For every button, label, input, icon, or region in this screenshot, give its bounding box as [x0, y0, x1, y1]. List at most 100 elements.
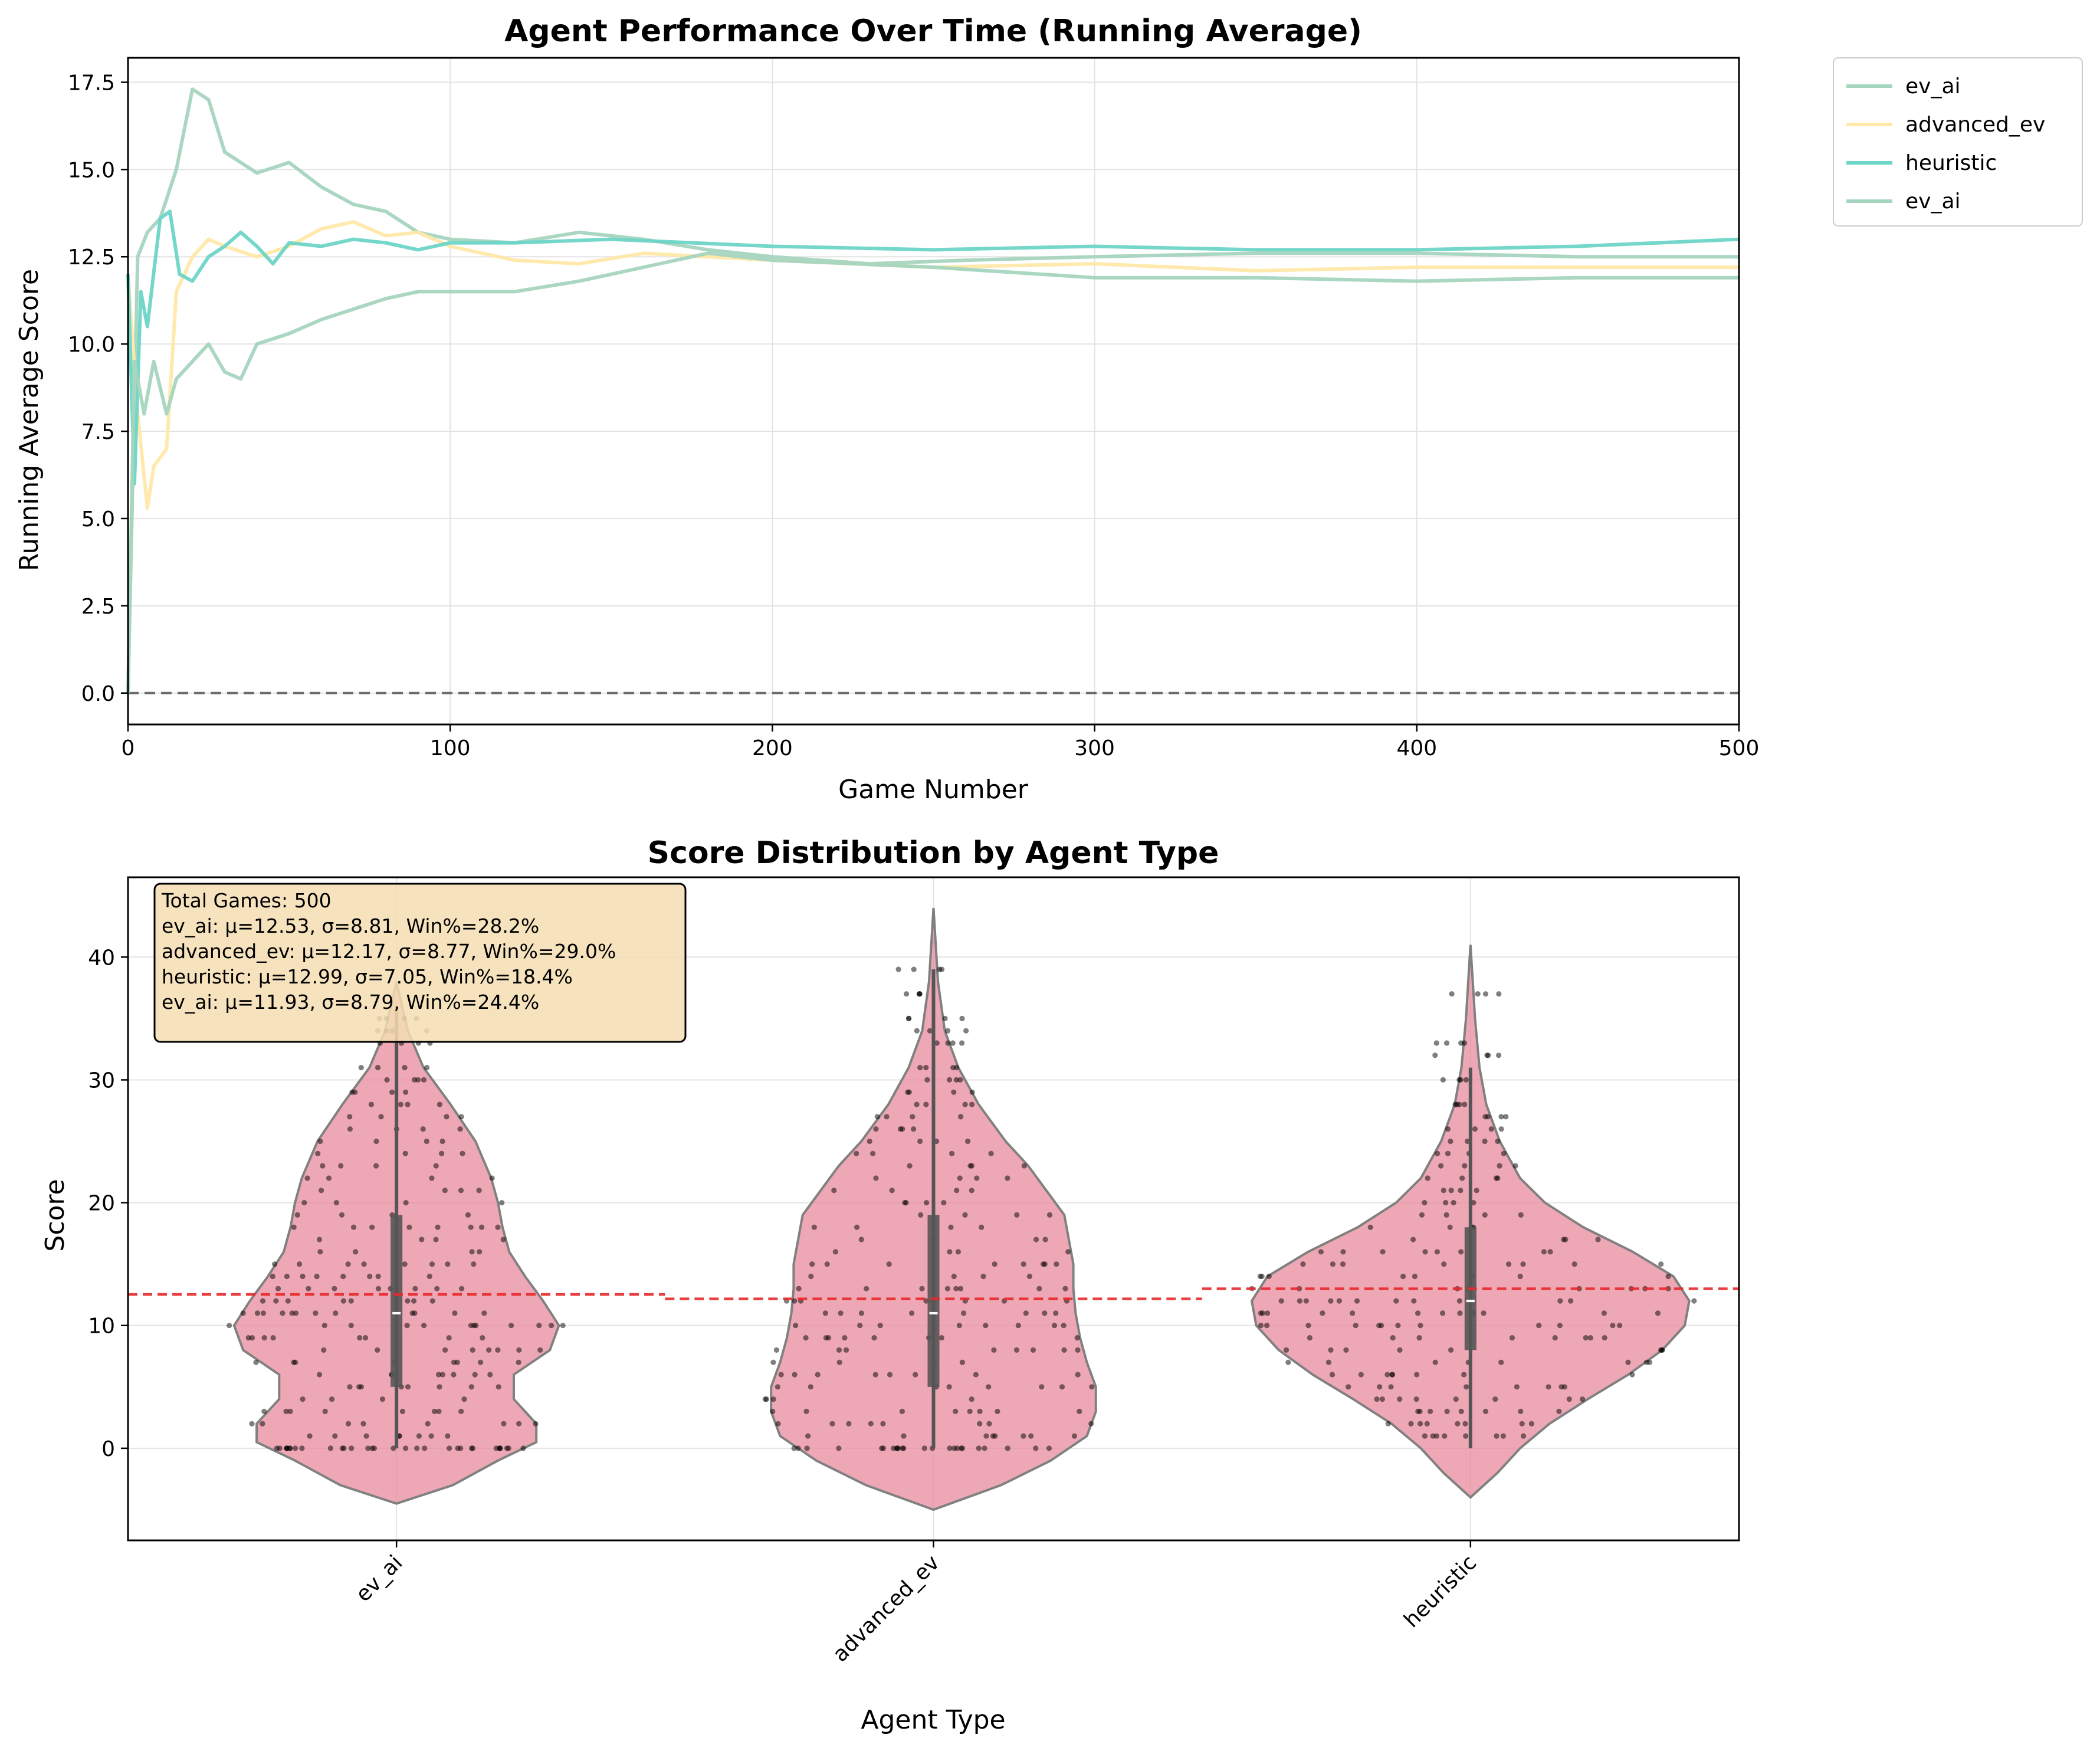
data-point: [280, 1310, 286, 1316]
data-point: [976, 1445, 982, 1451]
data-point: [433, 1237, 439, 1242]
data-point: [1456, 1101, 1462, 1107]
top-y-tick-label: 7.5: [81, 420, 115, 444]
data-point: [1379, 1396, 1385, 1402]
data-point: [924, 1077, 930, 1083]
data-point: [1385, 1421, 1391, 1427]
top-y-tick-label: 15.0: [68, 158, 115, 182]
data-point: [270, 1335, 276, 1341]
data-point: [445, 1433, 451, 1439]
data-point: [1305, 1323, 1311, 1329]
iqr-box-ev_ai: [391, 1215, 403, 1387]
data-point: [1587, 1335, 1593, 1341]
top-y-tick-label: 0.0: [81, 682, 115, 706]
data-point: [426, 1273, 432, 1280]
data-point: [283, 1408, 289, 1414]
data-point: [363, 1433, 369, 1439]
data-point: [437, 1101, 443, 1107]
data-point: [1447, 1224, 1453, 1230]
data-point: [1428, 1408, 1433, 1414]
data-point: [411, 1298, 417, 1304]
data-point: [967, 1408, 973, 1414]
data-point: [338, 1163, 344, 1169]
data-point: [378, 1114, 384, 1120]
data-point: [249, 1421, 255, 1427]
data-point: [913, 1372, 918, 1378]
data-point: [983, 1433, 989, 1439]
data-point: [979, 1224, 985, 1230]
data-point: [1328, 1298, 1334, 1304]
top-y-tick-label: 10.0: [68, 333, 115, 357]
data-point: [991, 1347, 997, 1353]
data-point: [439, 1138, 445, 1145]
data-point: [924, 1200, 930, 1206]
data-point: [1512, 1163, 1518, 1169]
data-point: [923, 1065, 929, 1071]
data-point: [373, 1138, 379, 1145]
data-point: [459, 1286, 465, 1291]
stats-line: ev_ai: μ=11.93, σ=8.79, Win%=24.4%: [162, 991, 539, 1014]
data-point: [321, 1323, 327, 1329]
data-point: [416, 1433, 422, 1439]
data-point: [275, 1286, 281, 1291]
data-point: [1501, 1150, 1507, 1156]
data-point: [1445, 1150, 1451, 1156]
data-point: [480, 1335, 485, 1341]
data-point: [345, 1421, 352, 1427]
data-point: [1030, 1347, 1036, 1353]
data-point: [962, 1212, 968, 1218]
data-point: [1340, 1249, 1346, 1255]
data-point: [944, 1286, 950, 1291]
bottom-y-tick-label: 10: [88, 1314, 115, 1339]
data-point: [1665, 1273, 1671, 1280]
data-point: [1036, 1286, 1042, 1291]
data-point: [969, 1101, 975, 1107]
top-x-axis-label: Game Number: [838, 775, 1029, 805]
top-x-tick-label: 500: [1719, 736, 1760, 760]
data-point: [1546, 1384, 1551, 1390]
data-point: [956, 1323, 962, 1329]
data-point: [1013, 1347, 1020, 1353]
data-point: [879, 1445, 885, 1451]
data-point: [854, 1224, 860, 1230]
data-point: [384, 1077, 390, 1083]
data-point: [327, 1445, 334, 1451]
data-point: [872, 1372, 878, 1378]
data-point: [1422, 1249, 1428, 1255]
data-point: [1494, 1433, 1499, 1439]
data-point: [1658, 1261, 1664, 1267]
data-point: [375, 1273, 381, 1280]
data-point: [306, 1286, 311, 1291]
data-point: [435, 1224, 441, 1230]
data-point: [1461, 1372, 1467, 1378]
data-point: [934, 1040, 940, 1046]
data-point: [906, 1089, 912, 1095]
data-point: [959, 1015, 965, 1021]
data-point: [857, 1323, 863, 1329]
data-point: [1417, 1408, 1423, 1414]
data-point: [375, 1347, 380, 1353]
data-point: [836, 1445, 842, 1451]
data-point: [995, 1408, 1000, 1414]
data-point: [917, 991, 923, 997]
data-point: [951, 1273, 957, 1280]
data-point: [1042, 1310, 1048, 1316]
data-point: [957, 1286, 964, 1291]
data-point: [439, 1372, 446, 1378]
top-x-tick-label: 100: [430, 736, 471, 760]
points-heuristic: [1249, 991, 1697, 1439]
data-point: [1462, 1421, 1468, 1427]
data-point: [1283, 1347, 1289, 1353]
data-point: [843, 1347, 849, 1353]
data-point: [516, 1421, 522, 1427]
data-point: [496, 1384, 501, 1390]
top-grid: [127, 58, 1740, 724]
data-point: [905, 1015, 911, 1021]
data-point: [405, 1384, 411, 1390]
stats-line: Total Games: 500: [161, 889, 332, 912]
data-point: [358, 1065, 364, 1071]
top-y-ticks: 0.0 2.5 5.0 7.5 10.0 12.5 15.0 17.5: [68, 71, 128, 706]
data-point: [1441, 1188, 1446, 1193]
data-point: [477, 1249, 483, 1255]
